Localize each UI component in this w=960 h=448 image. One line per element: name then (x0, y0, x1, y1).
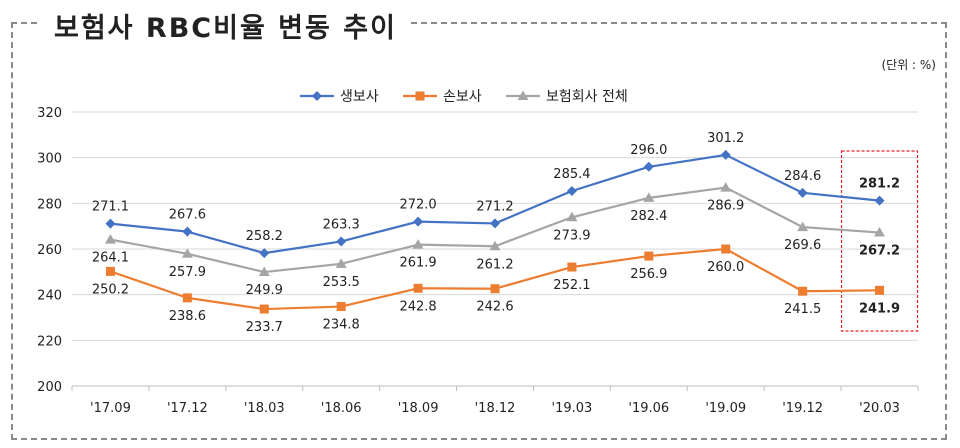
legend-label: 생보사 (340, 89, 379, 105)
y-tick-label: 280 (37, 197, 62, 212)
x-tick-label: '17.09 (90, 401, 131, 416)
data-point (412, 239, 424, 249)
data-point (413, 216, 424, 227)
chart-frame (11, 22, 947, 440)
x-tick-label: '18.03 (244, 401, 285, 416)
x-tick-label: '20.03 (859, 401, 900, 416)
unit-label: (단위 : %) (881, 58, 936, 72)
data-label: 238.6 (169, 309, 206, 324)
data-point (489, 240, 501, 251)
data-point (797, 187, 808, 198)
data-label: 267.2 (859, 244, 900, 259)
data-label: 242.6 (476, 300, 513, 315)
x-tick-label: '19.12 (782, 401, 823, 416)
data-point (567, 262, 577, 272)
data-label: 250.2 (92, 282, 129, 297)
data-point (566, 211, 578, 222)
data-label: 273.9 (553, 228, 590, 243)
data-label: 252.1 (553, 278, 590, 293)
y-tick-label: 260 (37, 243, 62, 258)
legend-label: 손보사 (443, 89, 482, 105)
data-label: 286.9 (707, 199, 744, 214)
x-tick-label: '19.09 (705, 401, 746, 416)
x-tick-label: '18.12 (475, 401, 516, 416)
data-label: 260.0 (707, 260, 744, 275)
data-point (181, 248, 193, 258)
data-point (643, 192, 655, 202)
data-point (643, 161, 654, 172)
y-tick-label: 300 (37, 152, 62, 167)
data-label: 256.9 (630, 267, 667, 282)
data-label: 285.4 (553, 167, 590, 182)
data-point (259, 304, 269, 314)
data-label: 281.2 (859, 177, 900, 192)
data-point (105, 218, 116, 229)
data-point (644, 251, 654, 261)
data-point (104, 234, 116, 244)
data-label: 249.9 (246, 283, 283, 298)
highlight-box (840, 150, 919, 332)
data-point (875, 285, 885, 295)
legend-marker (415, 91, 425, 101)
data-point (335, 258, 347, 268)
data-label: 241.9 (859, 301, 900, 316)
data-point (874, 195, 885, 206)
data-point (721, 244, 731, 254)
data-label: 241.5 (784, 302, 821, 317)
x-tick-label: '17.12 (167, 401, 208, 416)
data-label: 296.0 (630, 143, 667, 158)
data-label: 264.1 (92, 251, 129, 266)
data-point (798, 286, 808, 296)
data-label: 282.4 (630, 209, 667, 224)
data-label: 242.8 (399, 299, 436, 314)
data-label: 263.3 (323, 217, 360, 232)
data-label: 269.6 (784, 238, 821, 253)
data-label: 271.2 (476, 199, 513, 214)
x-tick-label: '18.09 (398, 401, 439, 416)
data-label: 267.6 (169, 208, 206, 223)
data-point (720, 182, 732, 192)
data-label: 261.9 (399, 256, 436, 271)
data-point (182, 226, 193, 237)
x-tick-label: '18.06 (321, 401, 362, 416)
data-point (490, 284, 500, 294)
data-point (720, 149, 731, 160)
legend-marker (517, 90, 529, 100)
data-label: 234.8 (323, 318, 360, 333)
data-label: 284.6 (784, 169, 821, 184)
data-label: 301.2 (707, 131, 744, 146)
title-box: 보험사 RBC비율 변동 추이 (40, 6, 411, 45)
data-point (258, 266, 270, 277)
data-point (566, 186, 577, 197)
data-point (874, 227, 886, 237)
legend-marker (312, 91, 322, 101)
data-point (336, 302, 346, 312)
chart-title: 보험사 RBC비율 변동 추이 (54, 13, 397, 44)
data-point (413, 283, 423, 293)
y-tick-label: 200 (37, 380, 62, 395)
y-tick-label: 240 (37, 289, 62, 304)
data-label: 272.0 (399, 198, 436, 213)
y-tick-label: 320 (37, 106, 62, 121)
data-label: 261.2 (476, 257, 513, 272)
data-point (182, 293, 192, 303)
data-point (336, 236, 347, 247)
legend-label: 보험회사 전체 (546, 89, 628, 105)
y-tick-label: 220 (37, 334, 62, 349)
data-point (105, 266, 115, 276)
data-point (259, 248, 270, 259)
x-tick-label: '19.06 (628, 401, 669, 416)
data-label: 253.5 (323, 275, 360, 290)
data-label: 258.2 (246, 229, 283, 244)
data-label: 233.7 (246, 320, 283, 335)
data-point (797, 221, 809, 232)
data-label: 271.1 (92, 200, 129, 215)
data-point (490, 218, 500, 229)
x-tick-label: '19.03 (552, 401, 593, 416)
data-label: 257.9 (169, 265, 206, 280)
